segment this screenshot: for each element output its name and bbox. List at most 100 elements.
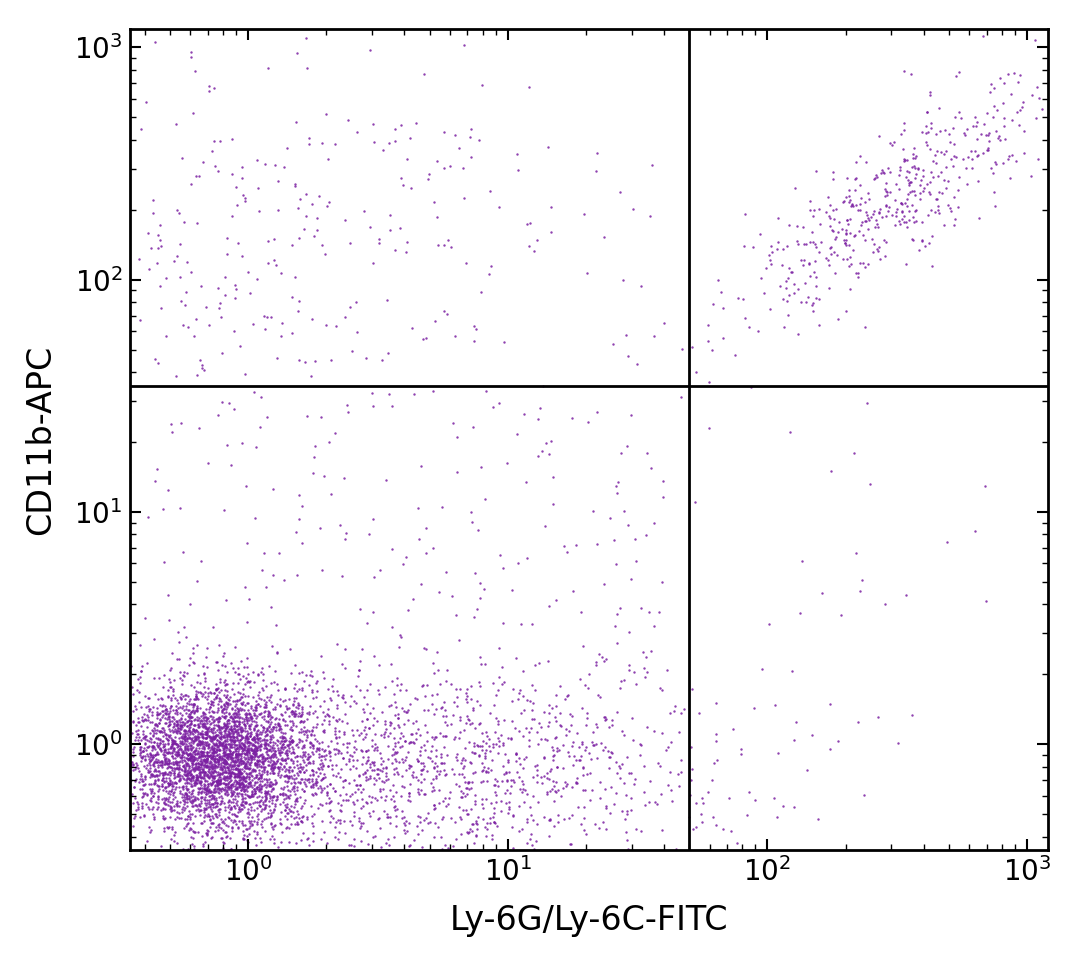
Point [256, 696, 273, 711]
Point [361, 788, 378, 804]
Point [284, 326, 301, 341]
Point [541, 783, 558, 799]
Point [384, 778, 402, 793]
Point [195, 800, 213, 815]
Point [995, 110, 1012, 126]
Point [178, 775, 195, 790]
Point [289, 806, 307, 821]
Point [178, 781, 195, 797]
Point [283, 746, 300, 761]
Point [173, 293, 190, 308]
Point [286, 676, 303, 692]
Point [173, 686, 190, 701]
Point [200, 799, 217, 814]
Point [338, 739, 355, 754]
Point [225, 710, 242, 725]
Point [1015, 123, 1032, 138]
Point [564, 708, 581, 724]
Point [231, 774, 248, 789]
Point [219, 770, 237, 785]
Point [256, 800, 273, 815]
Point [485, 697, 502, 713]
Point [532, 731, 550, 747]
Point [150, 846, 167, 862]
Point [841, 212, 859, 227]
Point [988, 102, 1005, 118]
Point [211, 773, 228, 788]
Point [638, 445, 656, 461]
Point [213, 703, 230, 719]
Point [137, 712, 154, 727]
Point [496, 747, 513, 762]
Point [271, 718, 288, 733]
Point [192, 747, 210, 762]
Point [262, 774, 280, 789]
Point [842, 198, 860, 213]
Point [265, 788, 282, 804]
Point [260, 724, 278, 739]
Point [238, 726, 255, 742]
Point [205, 771, 222, 786]
Point [181, 732, 199, 748]
Point [246, 762, 264, 778]
Point [177, 733, 194, 749]
Point [164, 794, 181, 810]
Point [178, 816, 195, 832]
Point [239, 715, 256, 730]
Point [374, 781, 391, 796]
Point [553, 788, 570, 804]
Point [503, 582, 521, 598]
Point [220, 728, 238, 744]
Point [252, 741, 269, 756]
Point [314, 770, 332, 785]
Point [163, 800, 180, 815]
Point [228, 786, 245, 802]
Point [234, 817, 252, 833]
Point [522, 831, 539, 846]
Point [225, 806, 242, 821]
Point [211, 759, 228, 775]
Point [161, 809, 178, 824]
Point [306, 703, 323, 719]
Point [283, 735, 300, 751]
Point [124, 762, 141, 778]
Point [164, 755, 181, 771]
Point [725, 722, 742, 737]
Point [184, 779, 201, 794]
Point [219, 736, 237, 752]
Point [167, 793, 185, 809]
Point [461, 821, 478, 837]
Point [204, 695, 221, 710]
Point [387, 752, 404, 767]
Point [242, 774, 259, 789]
Point [963, 160, 981, 176]
Point [262, 806, 280, 821]
Point [568, 774, 585, 789]
Point [210, 780, 227, 795]
Point [893, 204, 910, 219]
Point [220, 770, 238, 785]
Point [314, 665, 332, 680]
Point [181, 710, 199, 725]
Point [922, 164, 940, 180]
Point [285, 733, 302, 749]
Point [143, 768, 160, 783]
Point [901, 185, 918, 200]
Point [653, 822, 671, 838]
Point [193, 769, 211, 784]
Point [240, 739, 257, 754]
Point [564, 779, 581, 794]
Point [181, 717, 199, 732]
Point [254, 748, 271, 763]
Point [764, 244, 781, 260]
Point [326, 783, 343, 799]
Point [173, 711, 190, 726]
Point [221, 750, 239, 765]
Point [222, 734, 240, 750]
Point [221, 743, 239, 758]
Point [248, 742, 266, 757]
Point [345, 753, 362, 768]
Point [221, 831, 239, 846]
Point [511, 686, 528, 701]
Point [213, 724, 230, 739]
